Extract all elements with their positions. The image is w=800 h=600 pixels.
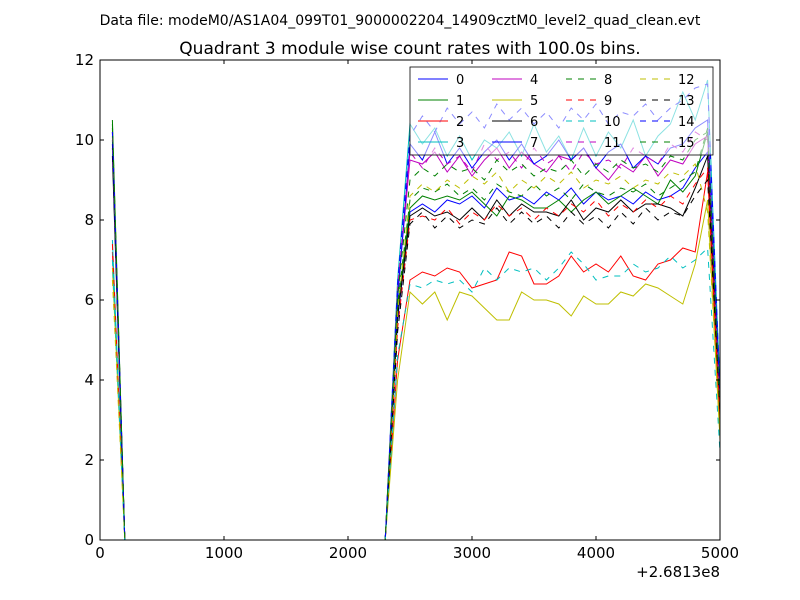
legend-label-11: 11 <box>604 136 621 151</box>
y-tick-label: 12 <box>75 51 94 69</box>
series-line-0 <box>111 147 720 540</box>
legend-label-12: 12 <box>678 73 695 88</box>
series-line-12 <box>111 163 720 540</box>
x-tick-label: 2000 <box>329 544 367 562</box>
legend-box <box>409 66 714 156</box>
legend-label-13: 13 <box>678 94 695 109</box>
legend-label-2: 2 <box>456 115 464 130</box>
legend-label-10: 10 <box>604 115 621 130</box>
x-axis-offset-label: +2.6813e8 <box>636 563 720 581</box>
y-tick-label: 10 <box>75 131 94 149</box>
legend-label-4: 4 <box>530 73 538 88</box>
legend-label-8: 8 <box>604 73 612 88</box>
y-tick-label: 4 <box>84 371 94 389</box>
legend-label-9: 9 <box>604 94 612 109</box>
x-tick-label: 3000 <box>453 544 491 562</box>
series-line-10 <box>111 246 720 540</box>
legend-label-3: 3 <box>456 136 464 151</box>
x-tick-label: 0 <box>95 544 105 562</box>
x-tick-label: 1000 <box>205 544 243 562</box>
series-line-6 <box>111 155 720 540</box>
legend-label-15: 15 <box>678 136 695 151</box>
series-line-1 <box>111 119 720 540</box>
x-tick-label: 5000 <box>701 544 739 562</box>
x-tick-label: 4000 <box>577 544 615 562</box>
legend-label-6: 6 <box>530 115 538 130</box>
legend-label-1: 1 <box>456 94 464 109</box>
y-tick-label: 0 <box>84 531 94 549</box>
legend-label-14: 14 <box>678 115 695 130</box>
legend-label-0: 0 <box>456 73 464 88</box>
chart-suptitle: Data file: modeM0/AS1A04_099T01_90000022… <box>100 13 701 29</box>
series-line-5 <box>111 199 720 540</box>
y-tick-label: 8 <box>84 211 94 229</box>
y-tick-label: 2 <box>84 451 94 469</box>
series-line-11 <box>111 131 720 540</box>
y-tick-label: 6 <box>84 291 94 309</box>
series-line-8 <box>111 127 720 540</box>
series-line-2 <box>111 171 720 540</box>
chart-title: Quadrant 3 module wise count rates with … <box>179 39 640 59</box>
legend-label-7: 7 <box>530 136 538 151</box>
legend-label-5: 5 <box>530 94 538 109</box>
series-line-15 <box>111 123 720 540</box>
